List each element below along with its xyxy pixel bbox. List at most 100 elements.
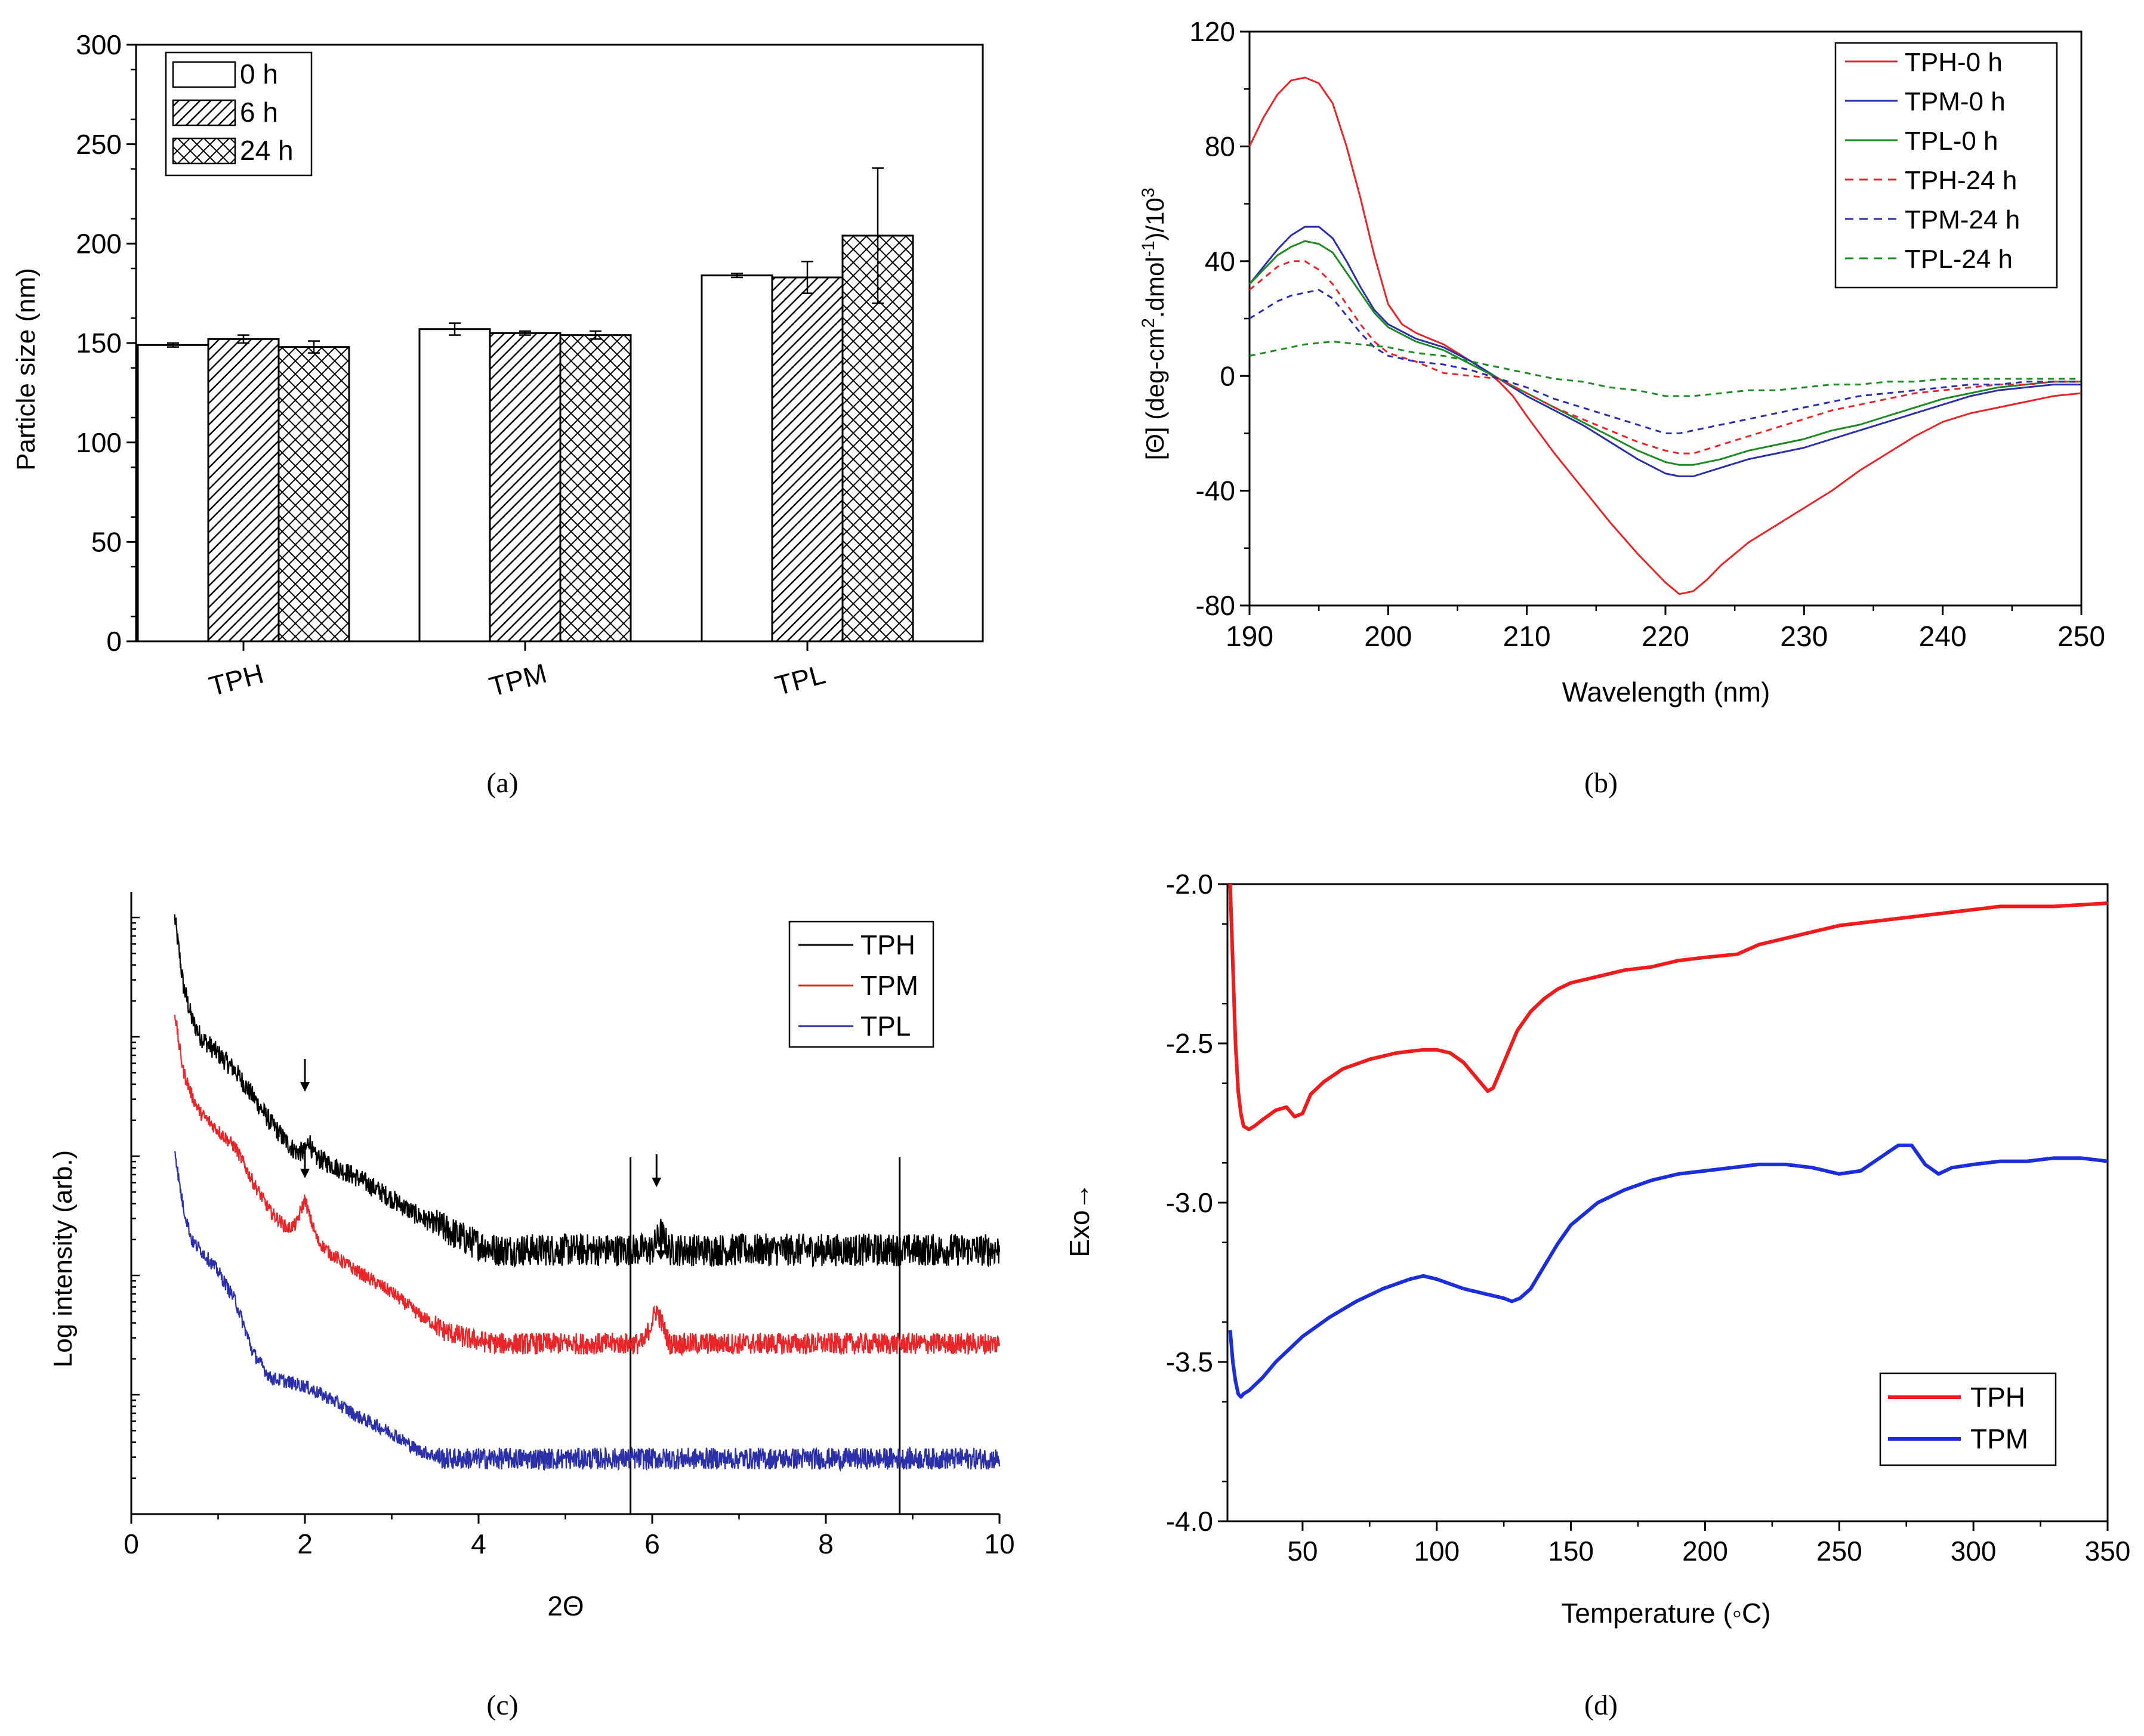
panel-c-axes: 0 2 4 6 8 10 [124,892,1015,1559]
panel-d-caption: (d) [1584,1689,1618,1721]
panel-d-xtick-label: 250 [1816,1536,1862,1567]
panel-d-legend: TPH TPM [1879,1372,2057,1466]
panel-b-legend-label: TPM-0 h [1905,87,2006,116]
panel-b-xtick-label: 210 [1503,621,1551,653]
panel-a-bar-chart: 0 50 100 150 200 250 300 TPH TPM TPL 0 h 6 h 24 h P… [11,29,984,799]
panel-d-legend-box [1879,1372,2057,1466]
panel-b-series-tpl-24h [1249,341,2081,397]
panel-d-ylabel: Exo→ [1064,1182,1095,1257]
panel-a-errorbar [519,330,531,336]
panel-c-legend: TPH TPM TPL [788,920,934,1048]
panel-a-ytick-label: 150 [76,328,122,359]
panel-d-legend-label: TPM [1970,1423,2028,1454]
panel-a-caption: (a) [486,767,518,799]
panel-d-ytick-label: -4.0 [1166,1506,1213,1537]
panel-b-lines [1248,76,2082,595]
panel-a-ytick-label: 100 [76,427,122,458]
panel-a-bars [137,167,914,642]
panel-d-xtick-label: 350 [2085,1536,2131,1567]
panel-a-errorbar [449,322,461,336]
panel-d-ytick-label: -2.5 [1166,1028,1213,1059]
panel-a-bar-tpm-0h [418,328,491,642]
panel-a-legend: 0 h 6 h 24 h [165,51,313,177]
panel-a-bar-tph-0h [137,344,209,642]
panel-c-xtick-label: 4 [471,1528,486,1559]
panel-c-xtick-label: 10 [984,1528,1014,1559]
panel-d-lines [1228,884,2108,1399]
panel-a-xtick-label-tpm: TPM [486,657,550,702]
panel-a-legend-swatch [172,99,236,126]
panel-a-xtick-label-tpl: TPL [772,659,828,702]
panel-c-peak-arrowhead [652,1178,662,1187]
panel-a-errorbar [237,334,249,344]
panel-c-series-tpm [174,1014,1001,1357]
panel-d-xlabel: Temperature (◦C) [1561,1598,1770,1629]
panel-c-xtick-label: 8 [818,1528,834,1559]
panel-b-xtick-label: 230 [1780,621,1828,653]
panel-c-series-tph [174,914,1001,1268]
panel-c-legend-label: TPL [860,1011,911,1042]
panel-b-series-tph-24h [1249,260,2081,455]
panel-b-xtick-label: 250 [2057,621,2105,653]
panel-c-lines [174,914,1001,1472]
panel-b-xtick-label: 220 [1642,621,1689,653]
panel-b-series-tpl-0h [1248,240,2081,466]
panel-c-peak-arrowhead [656,1250,666,1260]
panel-c-series-tpl [174,1151,1001,1472]
panel-a-legend-label: 6 h [240,97,278,128]
panel-b-caption: (b) [1584,767,1618,799]
panel-a-errorbar [590,330,601,340]
panel-a-errorbar [801,261,813,294]
panel-d-ytick-label: -3.0 [1166,1187,1213,1218]
panel-a-legend-label: 0 h [240,58,278,89]
panel-d-series-tpm [1228,1143,2108,1399]
panel-d-xtick-label: 150 [1548,1536,1594,1567]
panel-a-bar-tpl-0h [701,274,773,642]
panel-d-line-chart: -4.0 -3.5 -3.0 -2.5 -2.0 50 100 150 200 250 300 350… [1064,869,2130,1721]
panel-b-ytick-label: 40 [1205,246,1235,277]
panel-b-legend-label: TPH-0 h [1905,48,2003,77]
panel-a-ylabel: Particle size (nm) [11,268,41,471]
panel-b-xlabel: Wavelength (nm) [1562,677,1770,708]
panel-b-xtick-label: 190 [1226,621,1273,653]
panel-d-xtick-label: 50 [1287,1536,1318,1567]
panel-a-legend-label: 24 h [240,135,294,166]
panel-b-legend-box [1834,42,2058,289]
panel-a-errorbar [731,273,743,279]
panel-a-ytick-label: 0 [106,626,122,657]
panel-c-caption: (c) [486,1689,518,1721]
panel-d-ytick-label: -3.5 [1166,1346,1213,1377]
panel-c-legend-label: TPM [860,970,918,1001]
panel-d-xtick-label: 300 [1951,1536,1997,1567]
panel-c-xlabel: 2Θ [547,1590,584,1621]
panel-b-xtick-label: 200 [1364,621,1412,653]
panel-c-legend-label: TPH [860,929,915,960]
panel-b-line-chart: -80 -40 0 40 80 120 190 200 210 220 230 240 250 TPH-… [1139,16,2105,799]
panel-a-bar-tph-24h [277,346,350,642]
panel-c-xtick-label: 0 [124,1528,139,1559]
panel-c-line-chart: 0 2 4 6 8 10 TPH TPM TPL 2Θ Log intensity (arb.… [48,892,1015,1721]
panel-a-ytick-label: 250 [76,129,122,160]
panel-d-xtick-label: 100 [1414,1536,1460,1567]
panel-b-ytick-label: 0 [1220,360,1235,391]
panel-b-series-tph-0h [1248,76,2082,595]
panel-a-bar-tpl-6h [771,276,844,642]
panel-b-legend-label: TPH-24 h [1905,166,2017,195]
panel-a-bar-tpm-24h [559,334,632,642]
panel-b-ylabel: [Θ] (deg-cm2.dmol-1)/103 [1139,188,1169,461]
panel-a-legend-swatch [172,137,236,165]
panel-b-ytick-label: -40 [1196,475,1235,506]
panel-a-errorbar [308,340,320,354]
panel-a-bar-tph-6h [207,338,280,642]
panel-b-legend-label: TPL-24 h [1905,245,2013,274]
panel-a-legend-swatch [172,61,236,88]
panel-a-ytick-label: 200 [76,228,122,259]
panel-a-xtick-label-tph: TPH [206,658,267,702]
panel-b-legend-label: TPL-0 h [1905,126,1998,156]
panel-b-legend: TPH-0 h TPM-0 h TPL-0 h TPH-24 h TPM-24 h TPL… [1834,42,2058,289]
panel-b-axes: -80 -40 0 40 80 120 190 200 210 220 230 240 250 [1189,16,2105,653]
panel-b-series-tpm-0h [1248,226,2081,477]
panel-b-ytick-label: -80 [1196,590,1235,621]
panel-a-ytick-label: 50 [91,526,122,557]
